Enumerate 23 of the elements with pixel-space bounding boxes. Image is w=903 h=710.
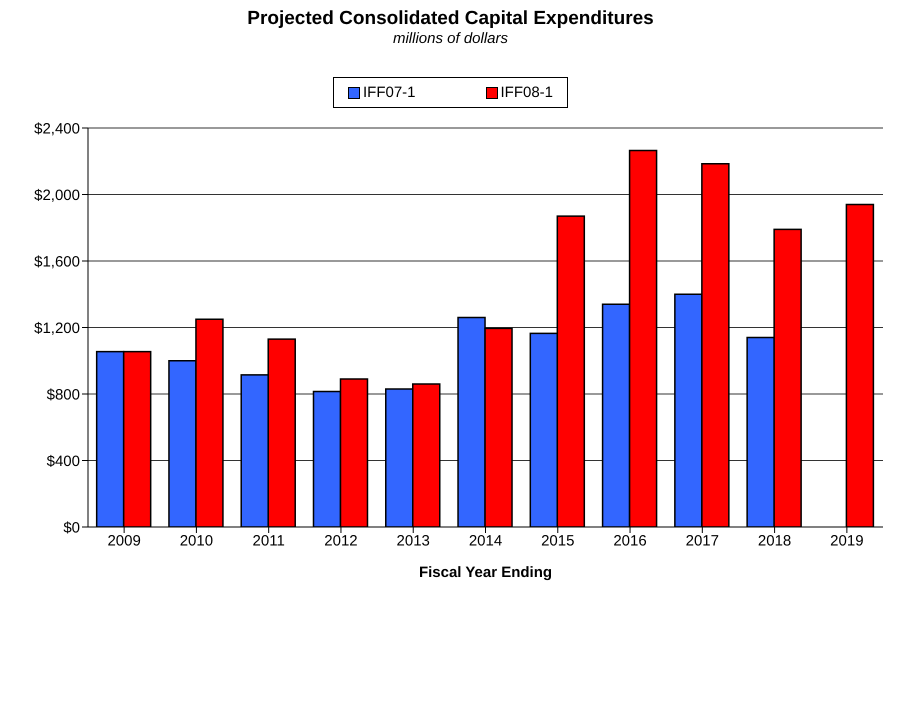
y-tick-label: $1,200 bbox=[34, 320, 80, 337]
x-tick-label: 2013 bbox=[396, 532, 430, 550]
x-tick-label: 2014 bbox=[468, 532, 502, 550]
chart-title: Projected Consolidated Capital Expenditures bbox=[246, 8, 655, 30]
y-tick-label: $2,000 bbox=[34, 186, 80, 204]
x-tick-label: 2017 bbox=[686, 532, 720, 550]
x-tick-label: 2010 bbox=[180, 532, 214, 550]
x-tick-label: 2009 bbox=[107, 532, 141, 550]
x-tick-label: 2018 bbox=[758, 532, 792, 550]
y-tick-label: $2,400 bbox=[34, 120, 80, 138]
y-tick-label: $800 bbox=[46, 386, 80, 404]
legend-label: IFF08-1 bbox=[500, 84, 554, 101]
x-axis-title: Fiscal Year Ending bbox=[418, 564, 552, 581]
x-tick-label: 2015 bbox=[541, 532, 574, 550]
y-tick-label: $1,600 bbox=[34, 253, 80, 270]
x-tick-label: 2011 bbox=[252, 532, 285, 550]
x-tick-label: 2012 bbox=[324, 532, 358, 550]
y-tick-label: $0 bbox=[63, 519, 80, 536]
y-tick-label: $400 bbox=[46, 452, 80, 470]
x-tick-label: 2016 bbox=[613, 532, 647, 550]
chart-subtitle: millions of dollars bbox=[392, 30, 510, 47]
legend-label: IFF07-1 bbox=[362, 84, 416, 101]
x-tick-label: 2019 bbox=[830, 532, 864, 550]
